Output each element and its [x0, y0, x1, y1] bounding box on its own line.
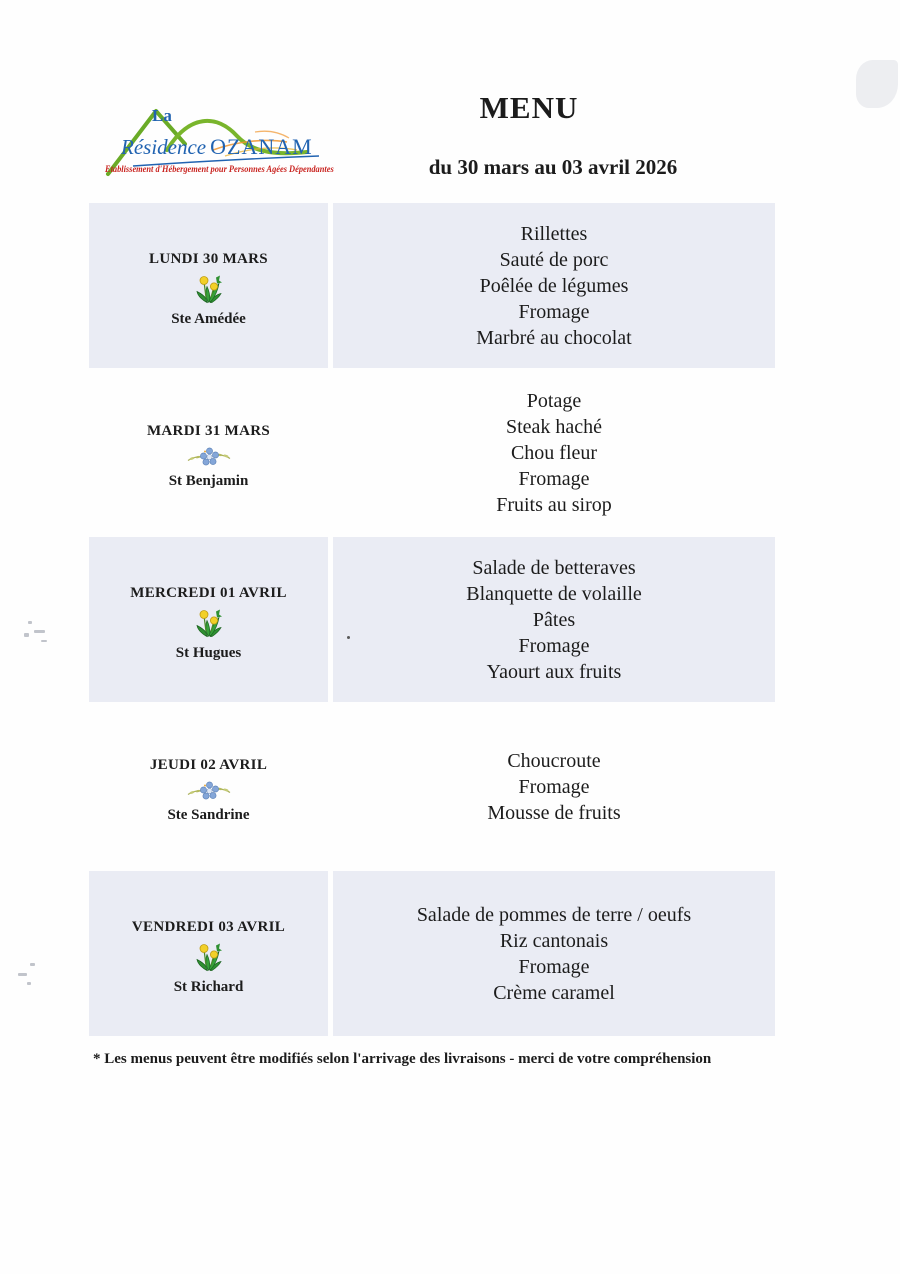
page-title: MENU	[479, 90, 579, 125]
menu-item: Fromage	[518, 467, 590, 490]
menu-item: Pâtes	[532, 608, 576, 631]
scan-artifact	[41, 640, 47, 642]
menu-item: Potage	[526, 389, 582, 412]
scan-artifact	[856, 60, 898, 108]
day-label: LUNDI 30 MARS	[149, 251, 268, 267]
saint-label: Ste Amédée	[171, 311, 246, 327]
menu-item: Marbré au chocolat	[476, 326, 632, 349]
dandelion-icon	[194, 273, 224, 305]
day-cell-friday: VENDREDI 03 AVRIL St Richard	[89, 871, 328, 1036]
day-label: MARDI 31 MARS	[146, 423, 271, 439]
menu-items-friday: Salade de pommes de terre / oeufs Riz ca…	[333, 871, 775, 1036]
scan-artifact	[347, 636, 350, 639]
scan-artifact	[18, 973, 27, 976]
menu-item: Crème caramel	[493, 981, 615, 1004]
saint-label: Ste Sandrine	[167, 807, 250, 823]
saint-label: St Richard	[173, 979, 244, 995]
menu-item: Choucroute	[507, 749, 601, 772]
logo-name-text: Résidence OZANAM	[121, 134, 326, 160]
menu-item: Sauté de porc	[499, 248, 609, 271]
menu-items-monday: Rillettes Sauté de porc Poêlée de légume…	[333, 203, 775, 368]
day-cell-wednesday: MERCREDI 01 AVRIL St Hugues	[89, 537, 328, 702]
menu-item: Fromage	[518, 300, 590, 323]
menu-item: Mousse de fruits	[487, 801, 621, 824]
menu-items-tuesday: Potage Steak haché Chou fleur Fromage Fr…	[333, 370, 775, 535]
menu-item: Riz cantonais	[499, 929, 609, 952]
day-cell-thursday: JEUDI 02 AVRIL Ste Sandrine	[89, 704, 328, 869]
menu-item: Steak haché	[505, 415, 603, 438]
menu-item: Fromage	[518, 634, 590, 657]
menu-row-wednesday: MERCREDI 01 AVRIL St Hugues Salade de be…	[89, 537, 775, 702]
menu-row-friday: VENDREDI 03 AVRIL St Richard Salade de p…	[89, 871, 775, 1036]
saint-label: St Hugues	[175, 645, 242, 661]
day-label: VENDREDI 03 AVRIL	[131, 919, 286, 935]
menu-row-thursday: JEUDI 02 AVRIL Ste Sandrine Choucroute F…	[89, 704, 775, 869]
scan-artifact	[24, 633, 29, 637]
menu-item: Chou fleur	[510, 441, 598, 464]
scan-artifact	[28, 621, 32, 624]
menu-item: Fromage	[518, 775, 590, 798]
logo-mountains-art	[106, 109, 320, 176]
scan-artifact	[34, 630, 45, 633]
logo-ozanam-text: OZANAM	[210, 134, 313, 159]
logo-la-text: La	[152, 106, 172, 125]
scan-artifact	[30, 963, 35, 966]
logo-tagline: Etablissement d'Hébergement pour Personn…	[105, 164, 334, 174]
saint-label: St Benjamin	[168, 473, 249, 489]
menu-row-tuesday: MARDI 31 MARS St Benjamin Potage Steak h…	[89, 370, 775, 535]
forget-me-not-icon	[186, 445, 232, 467]
day-cell-monday: LUNDI 30 MARS Ste Amédée	[89, 203, 328, 368]
day-label: JEUDI 02 AVRIL	[149, 757, 268, 773]
menu-items-wednesday: Salade de betteraves Blanquette de volai…	[333, 537, 775, 702]
menu-item: Poêlée de légumes	[479, 274, 629, 297]
scan-artifact	[27, 982, 31, 985]
menu-item: Fromage	[518, 955, 590, 978]
menu-item: Fruits au sirop	[496, 493, 612, 516]
date-range-subtitle: du 30 mars au 03 avril 2026	[428, 155, 678, 179]
menu-item: Blanquette de volaille	[466, 582, 642, 605]
menu-item: Salade de pommes de terre / oeufs	[416, 903, 692, 926]
logo-residence-text: Résidence	[121, 135, 207, 159]
day-label: MERCREDI 01 AVRIL	[130, 585, 287, 601]
dandelion-icon	[194, 941, 224, 973]
day-cell-tuesday: MARDI 31 MARS St Benjamin	[89, 370, 328, 535]
menu-rows: LUNDI 30 MARS Ste Amédée Rillettes Sauté…	[89, 203, 775, 1038]
menu-item: Yaourt aux fruits	[486, 660, 622, 683]
footer-note: * Les menus peuvent être modifiés selon …	[93, 1051, 712, 1067]
dandelion-icon	[194, 607, 224, 639]
menu-item: Salade de betteraves	[472, 556, 636, 579]
residence-ozanam-logo: La Résidence OZANAM Etablissement d'Hébe…	[105, 98, 334, 188]
menu-row-monday: LUNDI 30 MARS Ste Amédée Rillettes Sauté…	[89, 203, 775, 368]
menu-item: Rillettes	[520, 222, 588, 245]
menu-items-thursday: Choucroute Fromage Mousse de fruits	[333, 704, 775, 869]
forget-me-not-icon	[186, 779, 232, 801]
